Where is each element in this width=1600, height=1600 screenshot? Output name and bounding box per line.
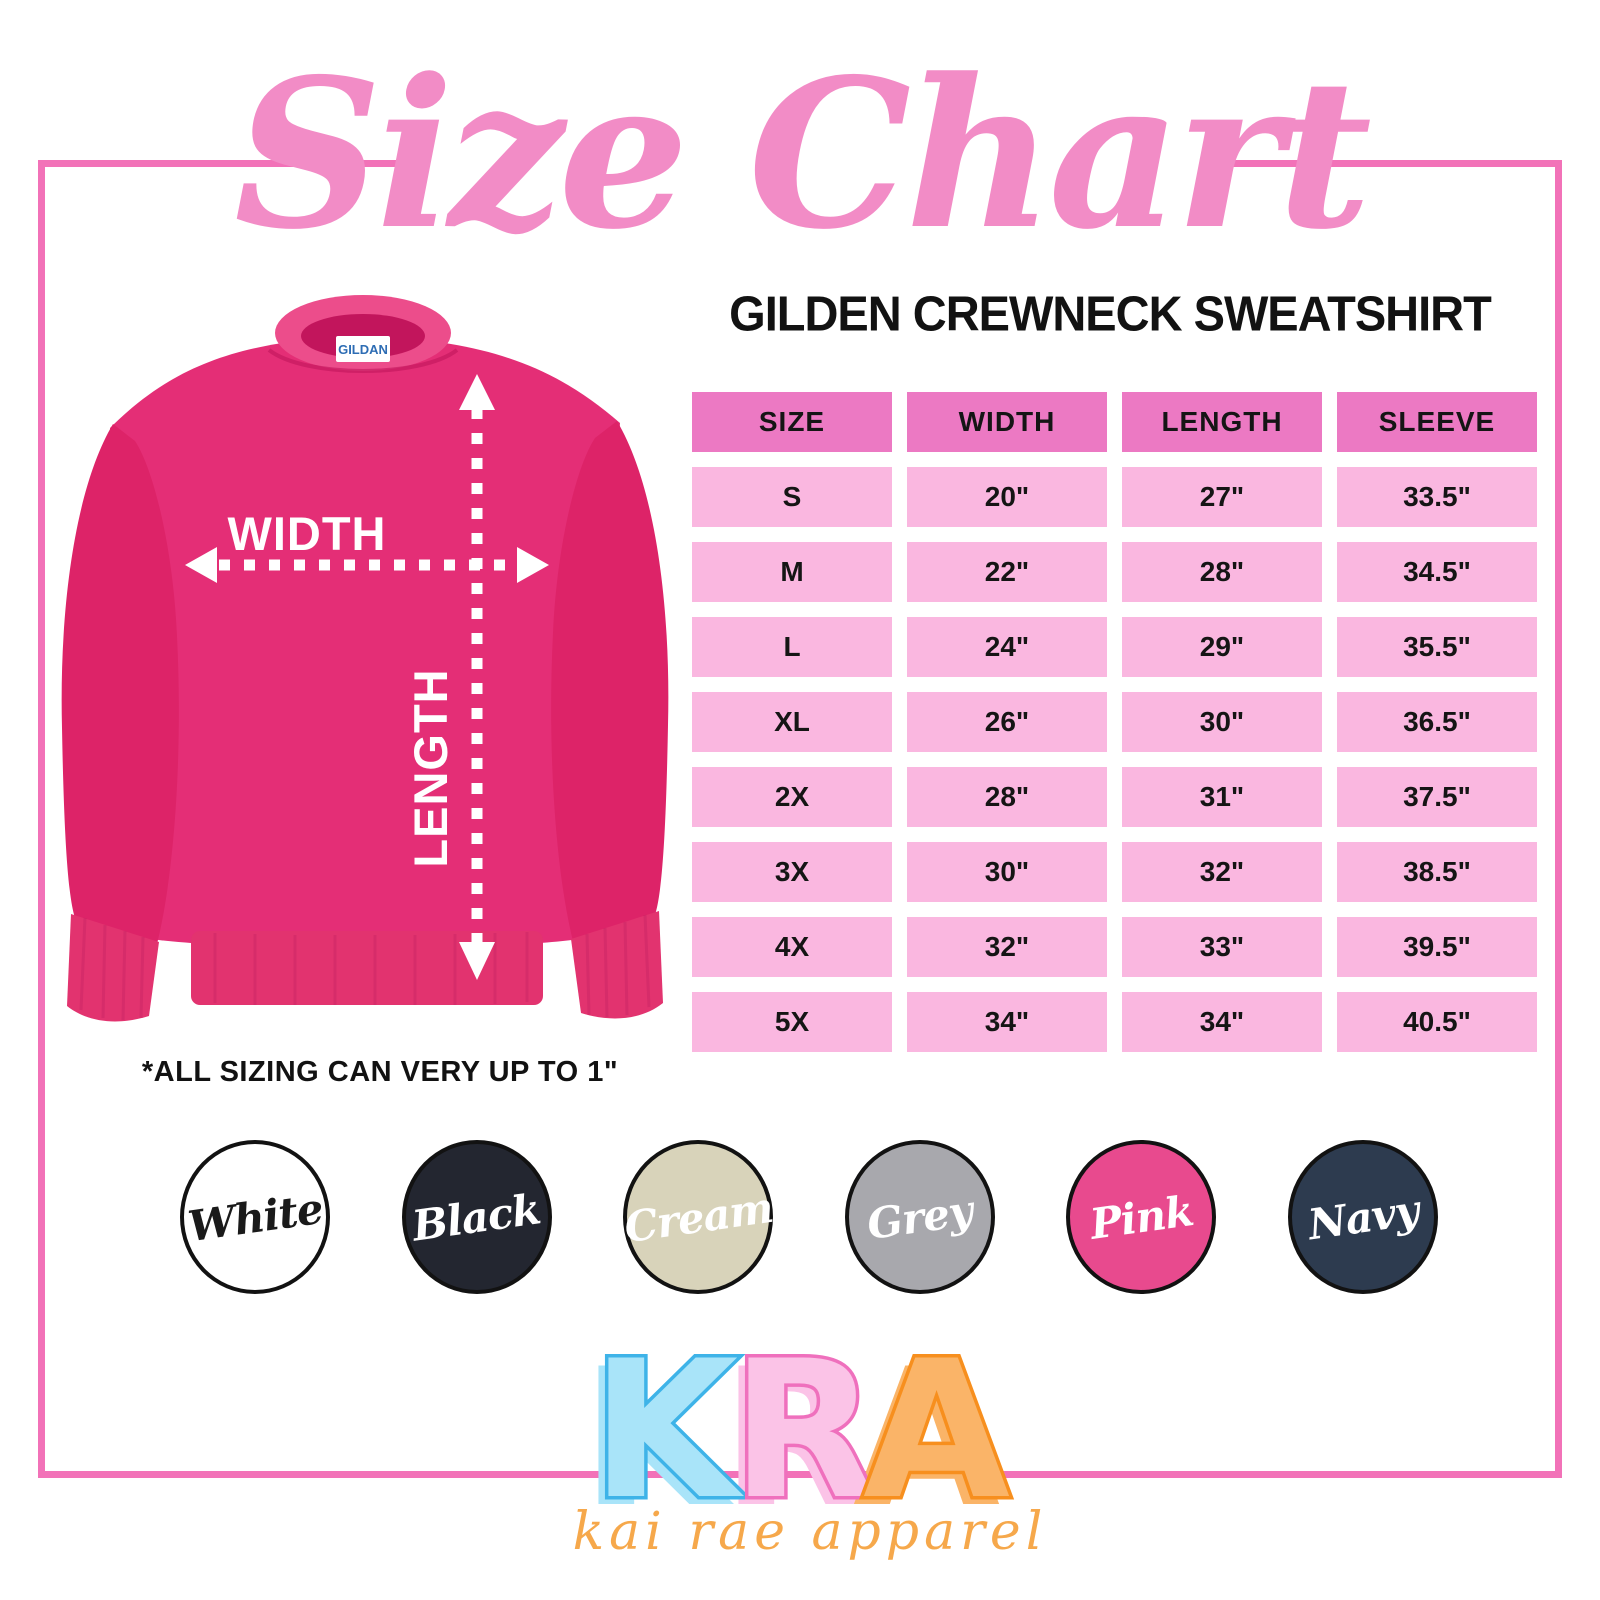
table-cell: 31" [1122, 767, 1322, 827]
swatch-cream: Cream [621, 1140, 776, 1294]
swatch-label: White [184, 1183, 326, 1251]
table-cell: 26" [907, 692, 1107, 752]
title-mask [398, 148, 1210, 178]
table-cell: 32" [1122, 842, 1322, 902]
table-cell: S [692, 467, 892, 527]
column-header-length: LENGTH [1122, 392, 1322, 452]
swatch-grey: Grey [844, 1140, 995, 1294]
logo-letter-k: K [591, 1320, 744, 1541]
width-arrow [185, 547, 549, 583]
table-cell: 27" [1122, 467, 1322, 527]
table-cell: 2X [692, 767, 892, 827]
table-cell: XL [692, 692, 892, 752]
logo-letter-r: R [731, 1320, 877, 1541]
logo-letter-a: A [863, 1320, 1010, 1541]
sweatshirt-right-cuff [571, 911, 663, 1019]
sweatshirt-right-sleeve [551, 421, 669, 941]
table-cell: 35.5" [1337, 617, 1537, 677]
sweatshirt-left-cuff [67, 914, 159, 1022]
table-cell: 33" [1122, 917, 1322, 977]
table-cell: 24" [907, 617, 1107, 677]
sweatshirt-figure: GILDAN WIDTH LENGTH [55, 278, 675, 1023]
swatch-pink: Pink [1066, 1140, 1217, 1294]
table-cell: 28" [907, 767, 1107, 827]
column-header-size: SIZE [692, 392, 892, 452]
swatch-label: Cream [621, 1182, 776, 1252]
table-cell: 34" [1122, 992, 1322, 1052]
width-arrow-label: WIDTH [227, 507, 386, 560]
logo-letter-k-shadow: K [581, 1328, 734, 1549]
kra-logo: K R A K R A [581, 1317, 1014, 1550]
brand-tagline: kai rae apparel [572, 1502, 1048, 1562]
table-cell: 32" [907, 917, 1107, 977]
length-arrow-label: LENGTH [404, 668, 457, 867]
table-cell: 29" [1122, 617, 1322, 677]
swatch-label: Navy [1304, 1185, 1422, 1249]
product-heading: GILDEN CREWNECK SWEATSHIRT [729, 285, 1492, 342]
table-cell: 39.5" [1337, 917, 1537, 977]
sweatshirt-body [110, 336, 620, 949]
swatch-navy: Navy [1287, 1140, 1438, 1294]
table-cell: 30" [1122, 692, 1322, 752]
neck-tag-text: GILDAN [338, 342, 388, 357]
color-swatch-row: White Black Cream Grey Pink Navy [180, 1140, 1438, 1298]
column-header-sleeve: SLEEVE [1337, 392, 1537, 452]
sweatshirt-hem [191, 931, 543, 1005]
table-cell: L [692, 617, 892, 677]
table-cell: 28" [1122, 542, 1322, 602]
swatch-label: Black [409, 1183, 544, 1251]
table-cell: 37.5" [1337, 767, 1537, 827]
table-cell: 40.5" [1337, 992, 1537, 1052]
table-cell: 38.5" [1337, 842, 1537, 902]
table-cell: 34" [907, 992, 1107, 1052]
table-cell: 5X [692, 992, 892, 1052]
logo-letter-r-shadow: R [721, 1328, 867, 1549]
swatch-black: Black [401, 1140, 552, 1294]
swatch-white: White [180, 1140, 330, 1294]
length-arrow [459, 374, 495, 980]
sweatshirt-illustration: GILDAN WIDTH LENGTH [61, 295, 669, 1022]
table-cell: 3X [692, 842, 892, 902]
table-cell: 22" [907, 542, 1107, 602]
size-table: SIZE WIDTH LENGTH SLEEVE S 20" 27" 33.5"… [692, 392, 1537, 1052]
column-header-width: WIDTH [907, 392, 1107, 452]
table-cell: 36.5" [1337, 692, 1537, 752]
table-cell: 30" [907, 842, 1107, 902]
page-title: Size Chart [234, 35, 1372, 275]
table-cell: 4X [692, 917, 892, 977]
logo-letter-a-shadow: A [853, 1328, 1000, 1549]
neck-tag [336, 336, 390, 362]
brand-logo: K R A K R A [581, 1317, 1030, 1550]
swatch-label: Pink [1086, 1185, 1196, 1249]
table-cell: M [692, 542, 892, 602]
swatch-label: Grey [864, 1185, 976, 1249]
sizing-note: *ALL SIZING CAN VERY UP TO 1" [141, 1056, 619, 1088]
sweatshirt-left-sleeve [61, 424, 179, 944]
table-cell: 20" [907, 467, 1107, 527]
table-cell: 34.5" [1337, 542, 1537, 602]
table-cell: 33.5" [1337, 467, 1537, 527]
